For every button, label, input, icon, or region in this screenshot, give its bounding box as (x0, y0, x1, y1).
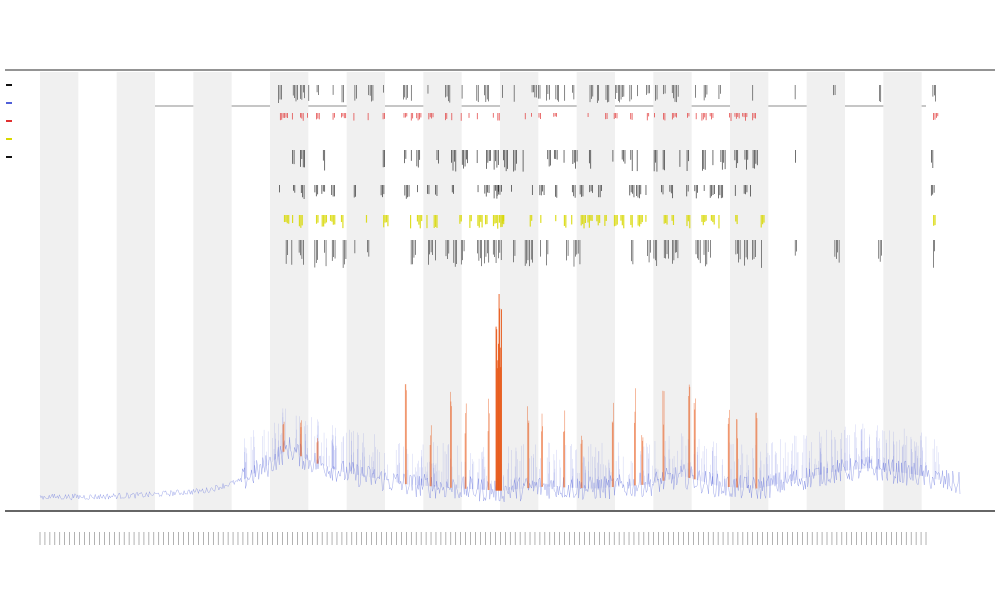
background-band (883, 72, 922, 510)
background-band (40, 72, 79, 510)
legend (6, 84, 12, 158)
event-rows (278, 85, 939, 268)
background-band (500, 72, 539, 510)
background-band (270, 72, 309, 510)
background-band (116, 72, 155, 510)
background-band (653, 72, 692, 510)
x-tick-labels (39, 532, 927, 545)
background-band (730, 72, 769, 510)
spike-series (282, 293, 758, 491)
background-band (346, 72, 385, 510)
background-band (423, 72, 462, 510)
background-band (806, 72, 845, 510)
background-bands (40, 72, 922, 510)
background-band (576, 72, 615, 510)
baseline-line (39, 437, 961, 502)
background-band (193, 72, 232, 510)
